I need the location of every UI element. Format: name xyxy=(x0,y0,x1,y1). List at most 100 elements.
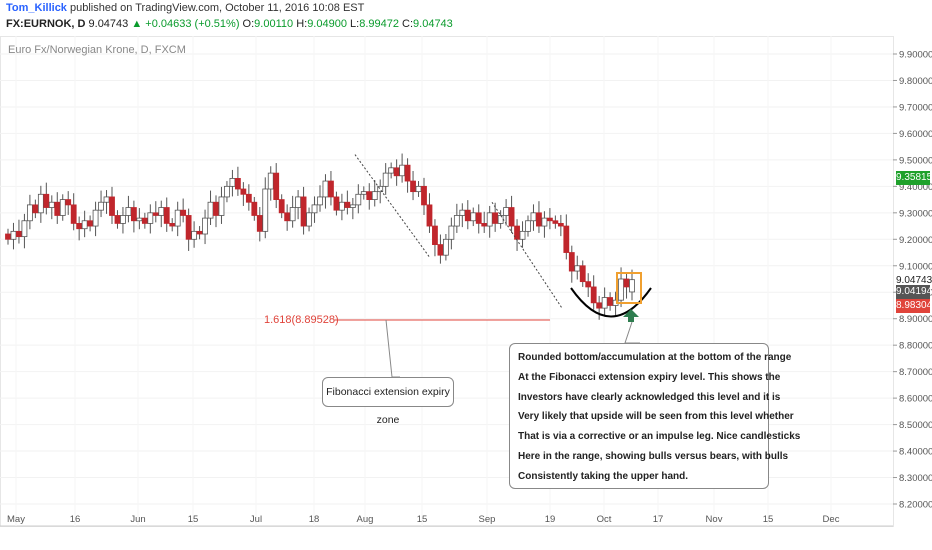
price-change: +0.04633 (+0.51%) xyxy=(145,18,240,30)
bullish-candle xyxy=(448,225,455,240)
bullish-candle xyxy=(322,180,329,198)
bearish-candle xyxy=(251,201,258,216)
bullish-candle xyxy=(37,193,44,214)
bullish-candle xyxy=(92,209,99,227)
bearish-candle xyxy=(492,212,499,224)
y-tick-label: 8.70000 xyxy=(899,367,932,378)
bullish-candle xyxy=(360,191,367,195)
bearish-candle xyxy=(475,212,482,224)
trend-line xyxy=(354,154,431,259)
bearish-candle xyxy=(421,185,427,206)
bullish-candle xyxy=(21,220,28,238)
x-tick-label: May xyxy=(7,514,25,525)
bullish-candle xyxy=(371,191,378,200)
y-tick-label: 9.90000 xyxy=(899,50,932,61)
bearish-candle xyxy=(65,199,72,206)
bullish-candle xyxy=(415,185,422,193)
quote-line: FX:EURNOK, D 9.04743 ▲ +0.04633 (+0.51%)… xyxy=(6,18,453,30)
candle-highlight-box xyxy=(616,272,642,304)
y-tick-label: 9.80000 xyxy=(899,76,932,87)
bullish-candle xyxy=(98,201,104,211)
bearish-candle xyxy=(141,217,148,224)
bearish-candle xyxy=(404,164,411,182)
bullish-candle xyxy=(125,207,132,216)
bullish-candle xyxy=(442,238,449,256)
bearish-candle xyxy=(196,230,203,235)
price-tag-high: 9.35815 xyxy=(896,171,932,185)
open-label: O: xyxy=(242,18,255,30)
bullish-candle xyxy=(382,172,389,187)
bearish-candle xyxy=(393,167,400,177)
y-tick-label: 8.20000 xyxy=(899,500,932,511)
x-tick-label: 15 xyxy=(417,514,428,525)
bullish-candle xyxy=(355,193,362,206)
bearish-candle xyxy=(437,244,444,256)
bullish-candle xyxy=(629,279,635,293)
bearish-candle xyxy=(32,204,39,214)
x-tick-label: 16 xyxy=(70,514,81,525)
note-line: At the Fibonacci extension expiry level.… xyxy=(518,371,781,383)
y-tick-label: 9.40000 xyxy=(899,182,932,193)
bearish-candle xyxy=(426,204,433,227)
bullish-candle xyxy=(224,185,230,198)
bearish-candle xyxy=(130,207,137,222)
analysis-note[interactable]: Rounded bottom/accumulation at the botto… xyxy=(509,343,801,489)
bullish-candle xyxy=(503,207,510,216)
bullish-candle xyxy=(136,217,143,222)
symbol-label[interactable]: FX:EURNOK, D xyxy=(6,18,86,30)
bullish-candle xyxy=(103,196,110,203)
low-label: L: xyxy=(350,18,360,30)
bullish-candle xyxy=(377,185,384,193)
fibonacci-note[interactable]: Fibonacci extension expiry zone xyxy=(322,377,454,426)
bearish-candle xyxy=(536,212,542,227)
y-tick-label: 8.40000 xyxy=(899,447,932,458)
bearish-candle xyxy=(43,193,50,208)
bullish-candle xyxy=(601,297,608,309)
bullish-candle xyxy=(267,172,274,190)
bullish-candle xyxy=(207,201,214,219)
y-tick-label: 9.30000 xyxy=(899,208,932,219)
bullish-candle xyxy=(81,220,88,230)
author-link[interactable]: Tom_Killick xyxy=(6,2,67,14)
bearish-candle xyxy=(180,209,187,216)
bullish-candle xyxy=(574,265,581,272)
bearish-candle xyxy=(70,204,77,224)
bullish-candle xyxy=(459,209,466,216)
note-line: Investors have clearly acknowledged this… xyxy=(518,391,781,403)
bullish-candle xyxy=(218,196,225,216)
x-tick-label: Jul xyxy=(250,514,262,525)
bullish-candle xyxy=(453,215,460,227)
bearish-candle xyxy=(366,191,373,200)
trend-line xyxy=(491,201,563,309)
bearish-candle xyxy=(623,278,630,288)
x-tick-label: 18 xyxy=(309,514,320,525)
high-label: H: xyxy=(296,18,308,30)
bullish-candle xyxy=(295,196,302,208)
y-tick-label: 8.60000 xyxy=(899,394,932,405)
note-line: Here in the range, showing bulls versus … xyxy=(518,450,789,462)
price-chart[interactable]: 9.90000 9.80000 9.70000 9.60000 9.50000 9.400… xyxy=(0,36,932,550)
bearish-candle xyxy=(256,215,263,232)
close-value: 9.04743 xyxy=(413,18,453,30)
bearish-candle xyxy=(508,207,515,227)
bearish-candle xyxy=(87,220,94,227)
note-line: That is via a corrective or an impulse l… xyxy=(518,431,801,443)
bearish-candle xyxy=(273,172,280,200)
bearish-candle xyxy=(278,199,285,214)
bullish-candle xyxy=(399,164,406,177)
y-tick-label: 9.70000 xyxy=(899,102,932,113)
publish-line: Tom_Killick published on TradingView.com… xyxy=(6,2,364,14)
bearish-candle xyxy=(328,180,334,198)
bullish-candle xyxy=(59,199,66,216)
bullish-candle xyxy=(338,201,345,211)
bearish-candle xyxy=(607,297,614,306)
bearish-candle xyxy=(333,196,340,211)
fib-callout-pointer xyxy=(385,319,400,378)
y-tick-label: 9.50000 xyxy=(899,155,932,166)
bullish-candle xyxy=(311,204,318,214)
bearish-candle xyxy=(481,223,488,227)
bullish-candle xyxy=(306,212,312,227)
up-arrow-icon xyxy=(623,309,639,322)
bullish-candle xyxy=(158,207,165,216)
chart-title: Euro Fx/Norwegian Krone, D, FXCM xyxy=(8,44,186,56)
